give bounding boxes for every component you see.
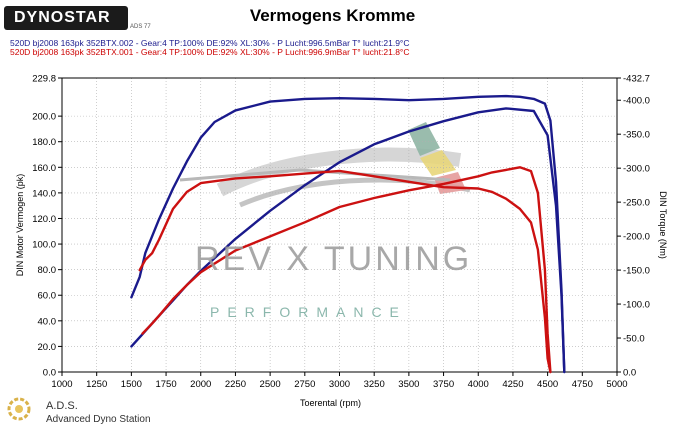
y-tick-label: 60.0 — [38, 291, 57, 302]
x-tick-label: 1750 — [155, 379, 176, 390]
run-legend-blue: 520D bj2008 163pk 352BTX.002 - Gear:4 TP… — [10, 38, 410, 48]
footer-subtitle: Advanced Dyno Station — [46, 414, 151, 425]
series-blue-torque-line — [130, 94, 566, 374]
y-tick-label: 180.0 — [32, 137, 56, 148]
x-tick-label: 3500 — [398, 379, 419, 390]
logo-subtext: ADS 77 — [130, 24, 151, 30]
y-tick-label: 229.8 — [32, 74, 56, 85]
dynostar-logo: DYNOSTAR — [4, 6, 128, 30]
y-tick-label: 40.0 — [38, 316, 57, 327]
y-axis-title: DIN Motor Vermogen (pk) — [15, 173, 25, 277]
y2-tick-label: -200.0 — [623, 232, 650, 243]
x-tick-label: 3250 — [364, 379, 385, 390]
x-tick-label: 4500 — [537, 379, 558, 390]
y-tick-label: 100.0 — [32, 240, 56, 251]
logo-text: DYNOSTAR — [14, 9, 111, 26]
x-tick-label: 2750 — [294, 379, 315, 390]
watermark-gauge — [179, 122, 471, 208]
y2-tick-label: -100.0 — [623, 300, 650, 311]
ads-logo-icon — [7, 397, 31, 421]
y2-axis-title: DIN Torque (Nm) — [658, 191, 668, 259]
x-tick-label: 1250 — [86, 379, 107, 390]
y2-tick-label: -432.7 — [623, 74, 650, 85]
y-tick-label: 0.0 — [43, 368, 56, 379]
x-tick-label: 2000 — [190, 379, 211, 390]
x-tick-label: 5000 — [606, 379, 627, 390]
y2-tick-label: -50.0 — [623, 334, 645, 345]
footer-brand: A.D.S. — [46, 400, 78, 412]
y2-tick-label: -250.0 — [623, 198, 650, 209]
series-red-torque-line — [138, 169, 552, 374]
x-tick-label: 4250 — [502, 379, 523, 390]
y-tick-label: 20.0 — [38, 342, 57, 353]
x-tick-label: 3750 — [433, 379, 454, 390]
y2-tick-label: -150.0 — [623, 266, 650, 277]
y2-tick-label: -350.0 — [623, 130, 650, 141]
watermark-performance: PERFORMANCE — [210, 304, 407, 320]
y-tick-label: 160.0 — [32, 163, 56, 174]
x-tick-label: 2250 — [225, 379, 246, 390]
x-tick-label: 3000 — [329, 379, 350, 390]
x-tick-label: 4000 — [468, 379, 489, 390]
y-tick-label: 200.0 — [32, 112, 56, 123]
x-tick-label: 2500 — [260, 379, 281, 390]
run-legend-red: 520D bj2008 163pk 352BTX.001 - Gear:4 TP… — [10, 47, 410, 57]
y2-tick-label: -400.0 — [623, 96, 650, 107]
x-tick-label: 4750 — [572, 379, 593, 390]
x-tick-label: 1500 — [121, 379, 142, 390]
y-tick-label: 80.0 — [38, 265, 57, 276]
y-tick-label: 120.0 — [32, 214, 56, 225]
chart-title: Vermogens Kromme — [249, 6, 416, 25]
y2-tick-label: 0.0 — [623, 368, 636, 379]
y-tick-label: 140.0 — [32, 188, 56, 199]
series-red-power-line — [141, 166, 552, 374]
watermark-revxtuning: REV X TUNING — [195, 240, 473, 278]
x-tick-label: 1000 — [51, 379, 72, 390]
y2-tick-label: -300.0 — [623, 164, 650, 175]
x-axis-title: Toerental (rpm) — [300, 398, 362, 408]
